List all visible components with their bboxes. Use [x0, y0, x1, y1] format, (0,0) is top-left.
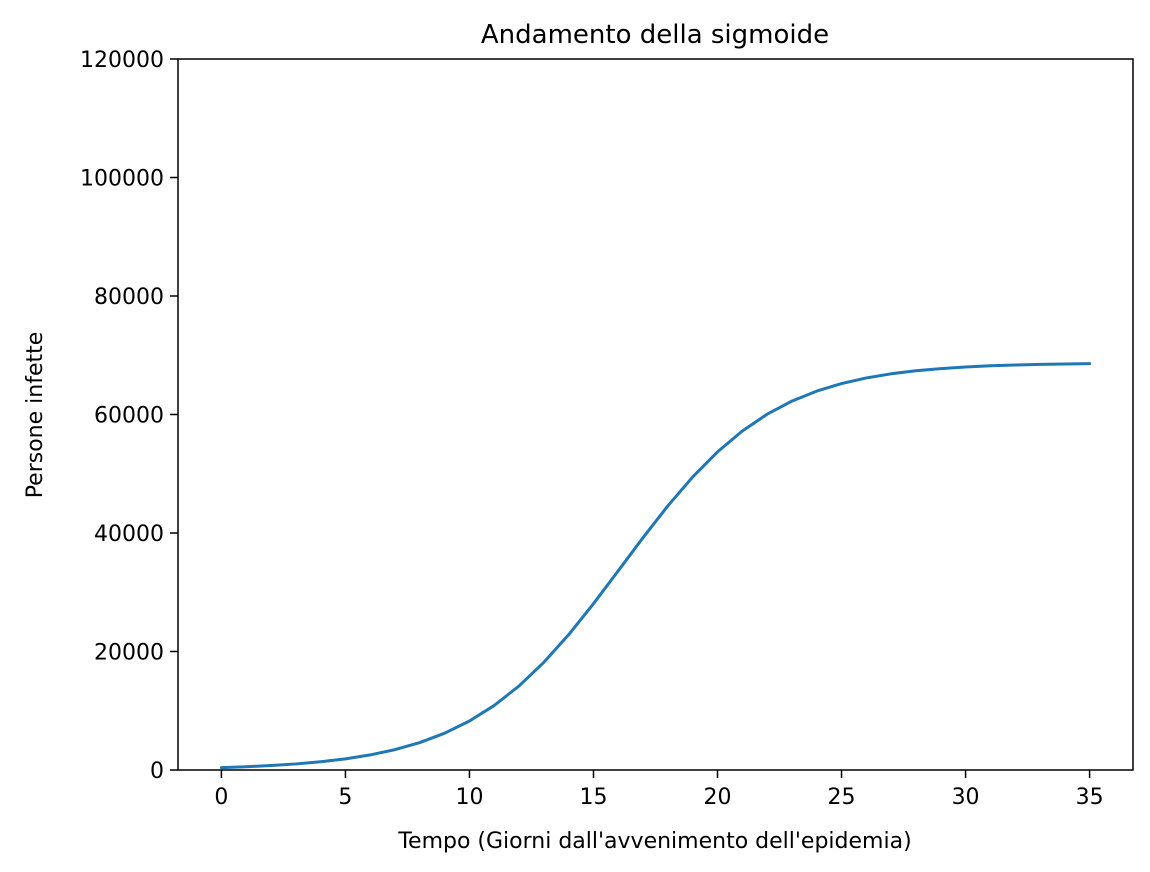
chart-title: Andamento della sigmoide	[481, 20, 829, 50]
x-axis-ticks: 0 5 10 15 20 25 30 35	[214, 770, 1104, 810]
y-tick-label: 40000	[94, 522, 164, 547]
x-axis-label: Tempo (Giorni dall'avvenimento dell'epid…	[397, 829, 911, 854]
y-tick-label: 120000	[80, 48, 164, 73]
y-tick-label: 20000	[94, 641, 164, 666]
x-tick-label: 30	[952, 785, 980, 810]
y-tick-label: 60000	[94, 404, 164, 429]
y-tick-label: 80000	[94, 285, 164, 310]
y-axis-ticks: 0 20000 40000 60000 80000 100000 120000	[80, 48, 178, 784]
plot-frame	[177, 58, 1134, 771]
x-tick-label: 10	[455, 785, 483, 810]
x-tick-label: 5	[338, 785, 352, 810]
x-tick-label: 15	[579, 785, 607, 810]
x-tick-label: 0	[214, 785, 228, 810]
x-tick-label: 25	[828, 785, 856, 810]
y-axis-label: Persone infette	[23, 332, 48, 499]
x-tick-label: 35	[1076, 785, 1104, 810]
series-layer	[219, 362, 1092, 770]
y-tick-label: 0	[150, 759, 164, 784]
x-tick-label: 20	[704, 785, 732, 810]
y-tick-label: 100000	[80, 167, 164, 192]
series-line	[219, 362, 1092, 770]
